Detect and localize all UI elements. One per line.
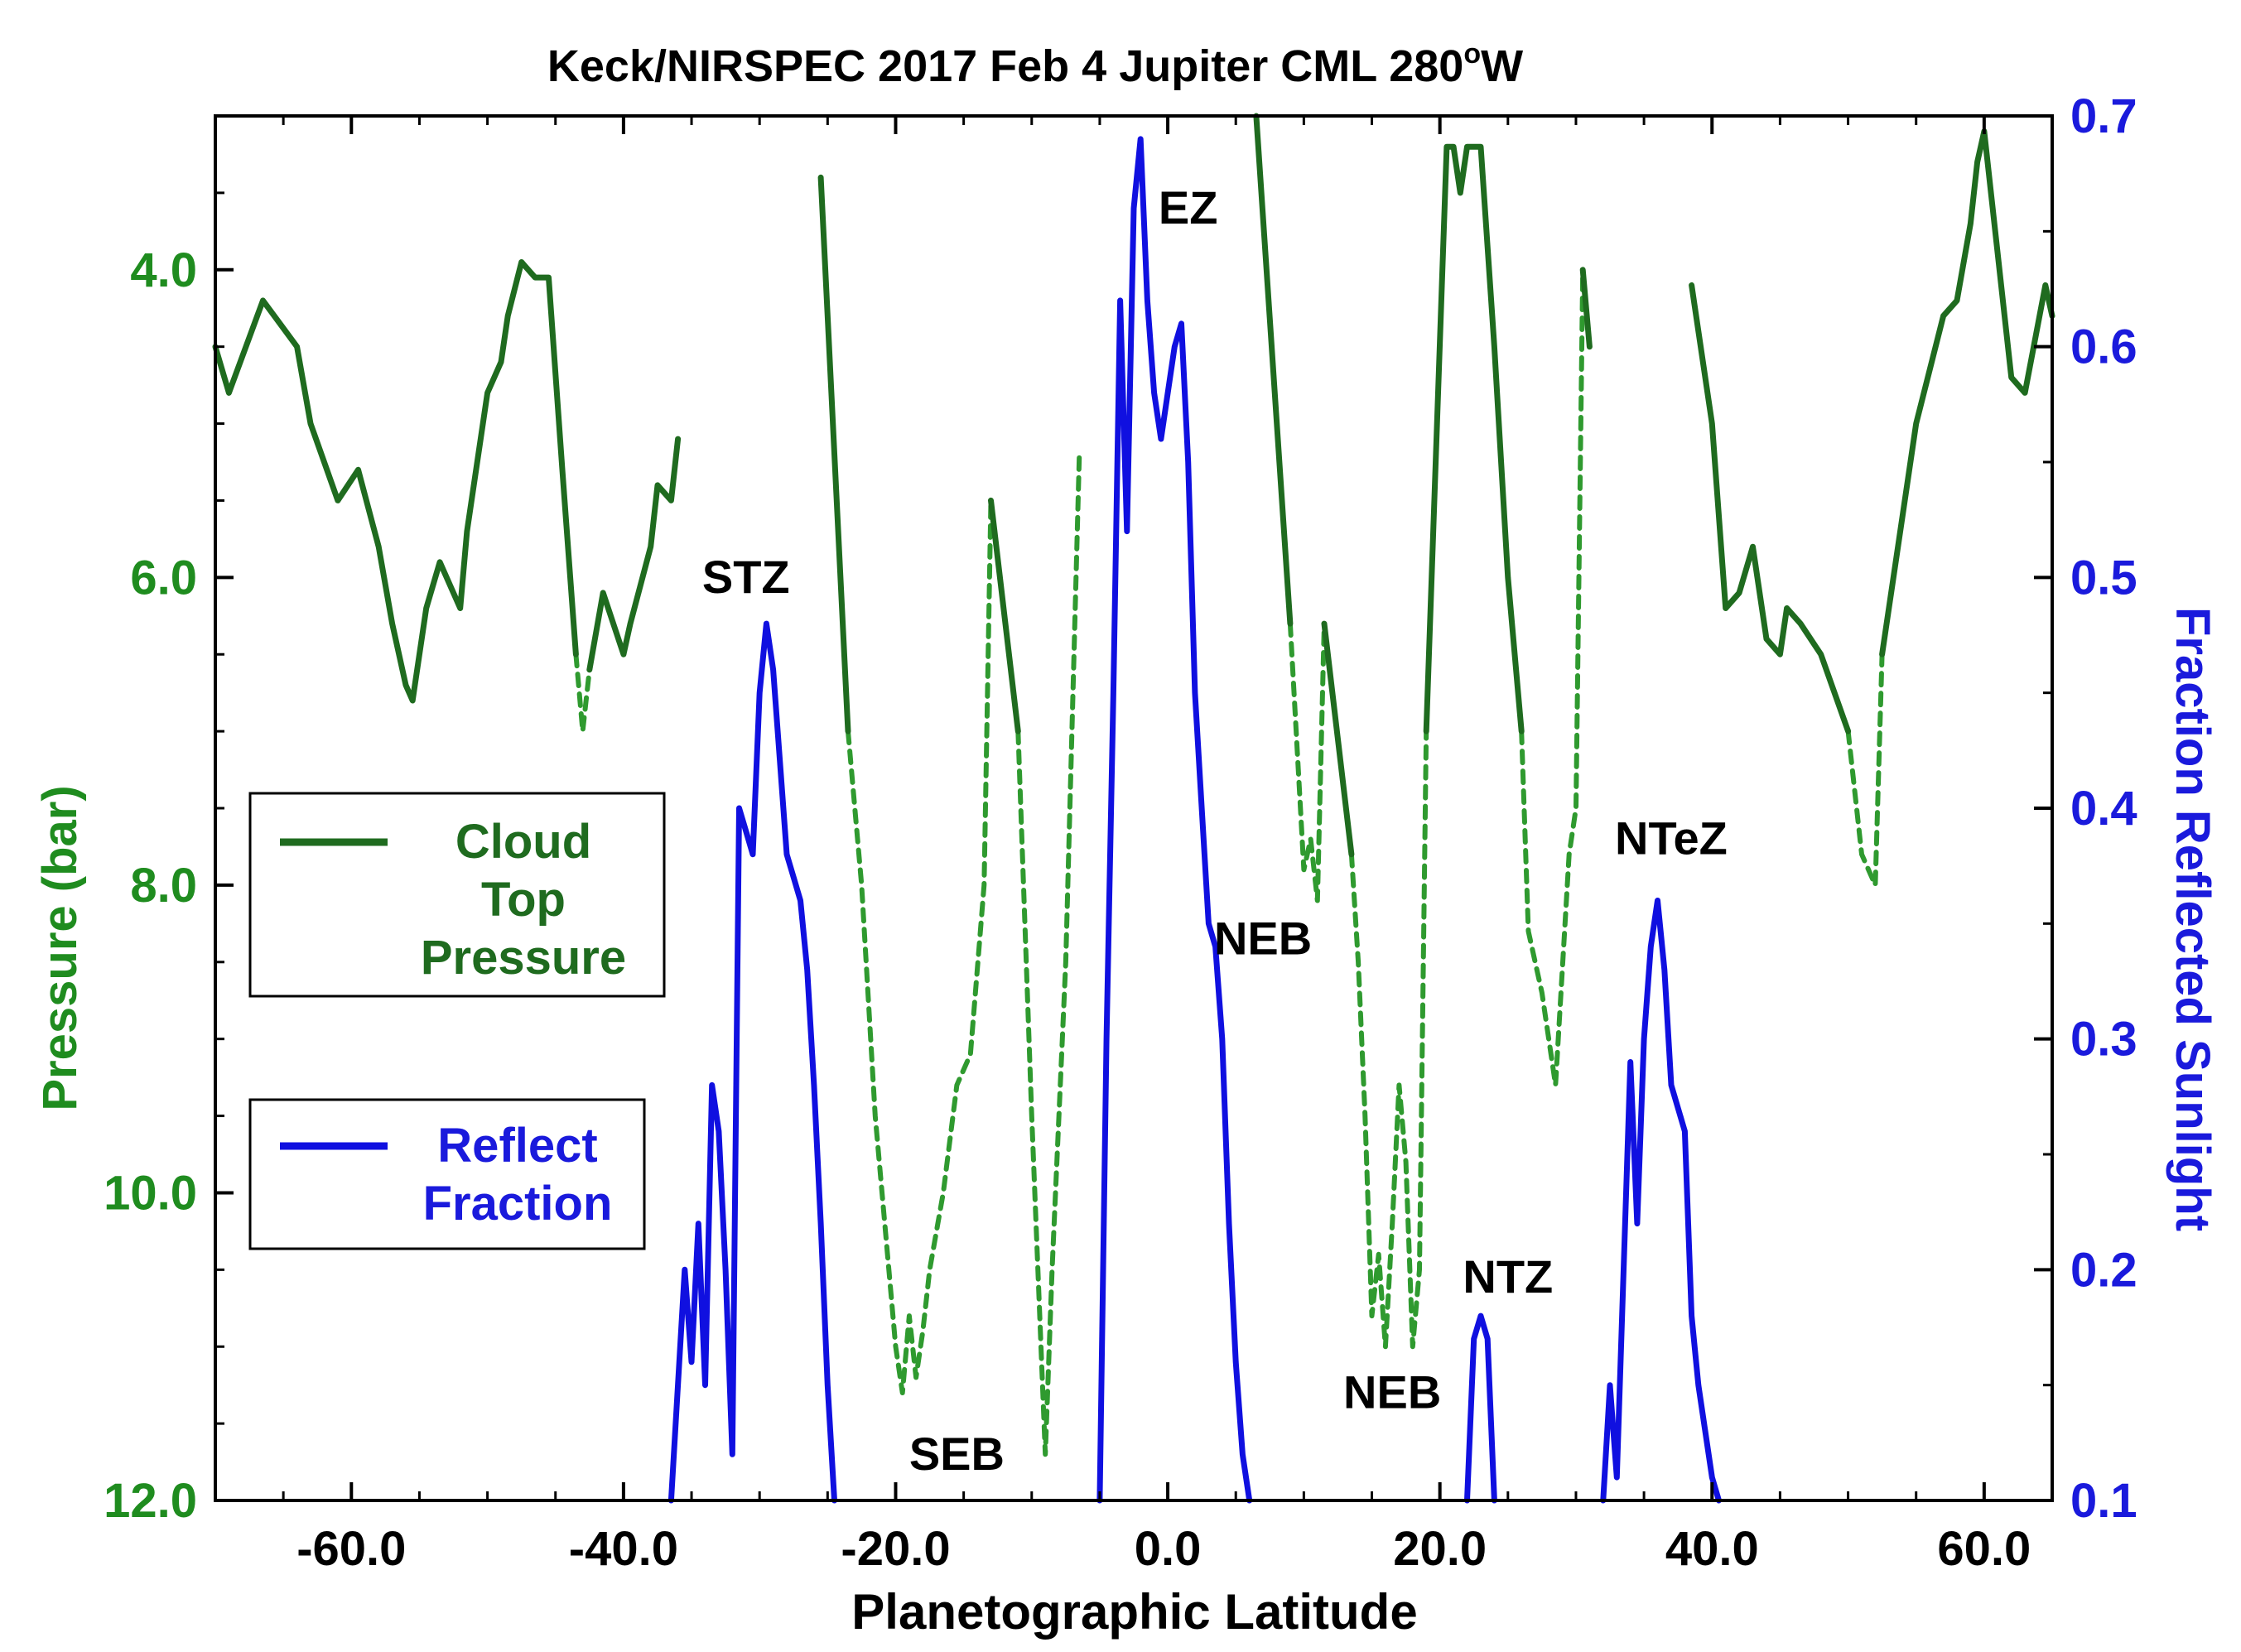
annotation-stz: STZ [702,551,790,603]
legend-cloud-box [248,792,666,998]
cloud-pressure-line-5 [1321,620,1355,858]
cloud-pressure-dashed-line-5 [1519,267,1586,1088]
cloud-pressure-dashed-line-2 [1015,451,1082,1457]
x-axis-label: Planetographic Latitude [851,1584,1417,1640]
legend-cloud-line-3: Pressure [421,931,626,985]
annotation-ntz: NTZ [1463,1250,1553,1303]
cloud-pressure-dashed-series [573,267,1885,1457]
legend-reflect-box [248,1098,646,1250]
annotation-ntez: NTeZ [1615,812,1728,865]
legend-cloud: Cloud Top Pressure [248,792,666,998]
left-tick-label: 8.0 [130,859,197,913]
legend-cloud-line-1: Cloud [455,815,591,869]
reflect-fraction-line-1 [1096,136,1253,1504]
cloud-pressure-line-4 [1253,113,1294,627]
region-annotations: STZ EZ SEB NEB NEB NTZ NTeZ [702,181,1728,1480]
right-tick-label: 0.3 [2070,1013,2137,1067]
left-tick-label: 12.0 [104,1474,197,1528]
cloud-pressure-line-2 [817,174,851,734]
chart-title-suffix: W [1481,41,1523,91]
cloud-pressure-line-7 [1579,267,1593,350]
cloud-pressure-dashed-line-3 [1287,621,1327,903]
cloud-pressure-dashed-line-0 [573,652,592,734]
legend-reflect-line-2: Fraction [423,1177,613,1231]
left-axis-label: Pressure (bar) [33,785,87,1110]
right-tick-label: 0.6 [2070,320,2137,374]
reflect-fraction-line-3 [1600,898,1722,1504]
right-tick-label: 0.2 [2070,1243,2137,1297]
legend-reflect-line-1: Reflect [437,1119,597,1173]
right-tick-label: 0.7 [2070,89,2137,143]
right-tick-label: 0.4 [2070,782,2137,836]
cloud-pressure-dashed-line-1 [846,498,994,1395]
left-tick-label: 10.0 [104,1166,197,1220]
left-axis-ticks: 4.0 6.0 8.0 10.0 12.0 [104,191,234,1528]
cloud-pressure-solid-series [212,113,2055,858]
right-axis-ticks: 0.7 0.6 0.5 0.4 0.3 0.2 0.1 [2034,89,2137,1528]
right-tick-label: 0.1 [2070,1474,2137,1528]
left-tick-label: 6.0 [130,551,197,604]
cloud-pressure-dashed-line-4 [1348,729,1429,1350]
annotation-neb: NEB [1343,1366,1441,1418]
left-tick-label: 4.0 [130,243,197,297]
cloud-pressure-line-1 [586,436,682,673]
right-tick-label: 0.5 [2070,551,2137,604]
cloud-pressure-dashed-line-6 [1845,652,1885,888]
cloud-pressure-line-0 [212,259,579,704]
cloud-pressure-line-9 [1879,128,2055,657]
annotation-neb: NEB [1214,912,1312,964]
x-tick-label: 60.0 [1937,1522,2031,1576]
reflect-fraction-line-2 [1464,1312,1497,1504]
x-tick-label: 20.0 [1393,1522,1487,1576]
reflect-fraction-line-0 [667,620,837,1504]
annotation-ez: EZ [1159,181,1218,234]
x-tick-label: 0.0 [1135,1522,1202,1576]
chart-title-superscript: o [1463,38,1481,70]
right-axis-label: Fraction Reflected Sunlight [2166,607,2219,1231]
legend-cloud-line-2: Top [481,873,566,927]
annotation-seb: SEB [909,1428,1005,1480]
x-tick-label: -20.0 [841,1522,950,1576]
x-tick-label: -60.0 [296,1522,406,1576]
cloud-pressure-line-6 [1423,143,1525,734]
cloud-pressure-line-8 [1689,282,1852,734]
reflect-fraction-series [667,136,1722,1504]
chart-title: Keck/NIRSPEC 2017 Feb 4 Jupiter CML 280o… [547,38,1523,91]
x-axis-ticks: -60.0 -40.0 -20.0 0.0 20.0 40.0 60.0 [214,116,2054,1576]
cloud-pressure-line-3 [988,497,1021,734]
legend-reflect: Reflect Fraction [248,1098,646,1250]
x-tick-label: -40.0 [569,1522,678,1576]
x-tick-label: 40.0 [1665,1522,1759,1576]
chart-title-main: Keck/NIRSPEC 2017 Feb 4 Jupiter CML 280 [547,41,1463,91]
